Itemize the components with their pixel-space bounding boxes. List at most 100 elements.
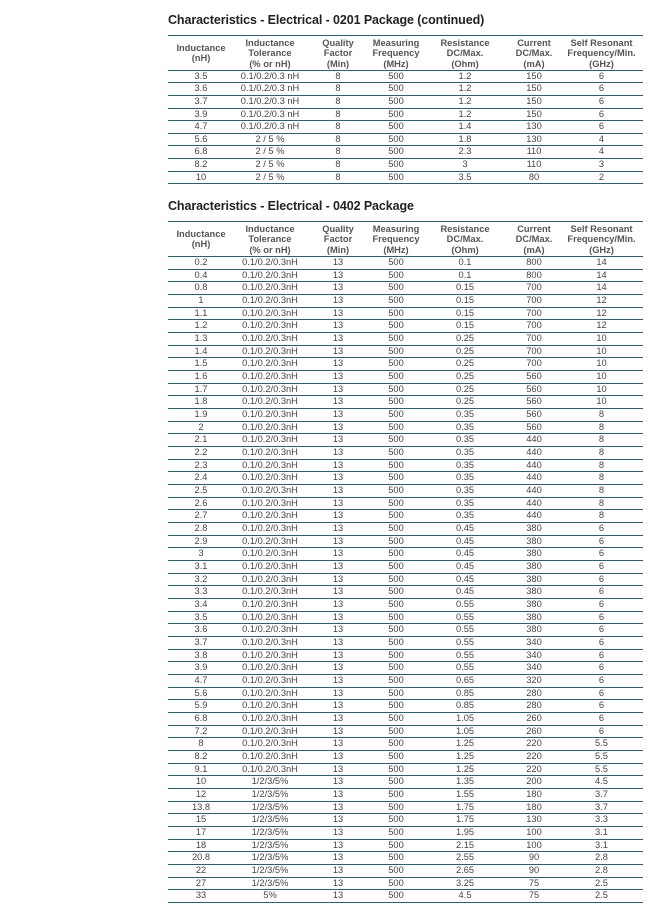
cell-tolerance: 0.1/0.2/0.3nH: [234, 256, 306, 270]
cell-quality-factor: 13: [306, 522, 370, 536]
cell-resistance: 0.55: [422, 636, 508, 650]
cell-measuring-frequency: 500: [370, 573, 422, 587]
table-row: 5.6 2 / 5 % 8 500 1.8 130 4: [168, 133, 643, 147]
cell-resistance: 0.65: [422, 674, 508, 688]
cell-inductance: 1.5: [168, 357, 234, 371]
cell-quality-factor: 13: [306, 864, 370, 878]
cell-current: 130: [508, 120, 560, 134]
cell-resistance: 0.35: [422, 471, 508, 485]
cell-self-resonant-frequency: 6: [560, 674, 643, 688]
cell-tolerance: 1/2/3/5%: [234, 864, 306, 878]
cell-current: 320: [508, 674, 560, 688]
cell-quality-factor: 13: [306, 585, 370, 600]
cell-self-resonant-frequency: 6: [560, 585, 643, 600]
cell-inductance: 33: [168, 889, 234, 904]
cell-inductance: 3.1: [168, 560, 234, 574]
cell-self-resonant-frequency: 6: [560, 699, 643, 714]
table-header-row: Inductance (nH) Inductance Tolerance (% or n…: [168, 35, 643, 71]
cell-current: 700: [508, 281, 560, 295]
cell-quality-factor: 13: [306, 813, 370, 828]
cell-inductance: 2.5: [168, 484, 234, 498]
cell-self-resonant-frequency: 8: [560, 433, 643, 447]
cell-self-resonant-frequency: 6: [560, 573, 643, 587]
cell-measuring-frequency: 500: [370, 509, 422, 523]
cell-tolerance: 0.1/0.2/0.3nH: [234, 750, 306, 764]
cell-self-resonant-frequency: 2.8: [560, 864, 643, 878]
column-header-measuring-frequency: Measuring Frequency (MHz): [370, 221, 422, 257]
cell-tolerance: 2 / 5 %: [234, 133, 306, 147]
cell-measuring-frequency: 500: [370, 826, 422, 840]
cell-current: 800: [508, 269, 560, 283]
table-row: 3 0.1/0.2/0.3nH 13 500 0.45 380 6: [168, 547, 643, 562]
cell-measuring-frequency: 500: [370, 281, 422, 295]
cell-resistance: 1.8: [422, 133, 508, 147]
cell-quality-factor: 8: [306, 70, 370, 84]
cell-tolerance: 0.1/0.2/0.3nH: [234, 370, 306, 384]
cell-tolerance: 0.1/0.2/0.3nH: [234, 509, 306, 523]
cell-measuring-frequency: 500: [370, 345, 422, 359]
cell-self-resonant-frequency: 8: [560, 471, 643, 485]
cell-quality-factor: 13: [306, 699, 370, 714]
cell-tolerance: 0.1/0.2/0.3nH: [234, 598, 306, 612]
cell-resistance: 1.75: [422, 801, 508, 815]
cell-resistance: 0.25: [422, 332, 508, 346]
cell-tolerance: 0.1/0.2/0.3nH: [234, 535, 306, 549]
cell-inductance: 17: [168, 826, 234, 840]
table-row: 1.3 0.1/0.2/0.3nH 13 500 0.25 700 10: [168, 332, 643, 346]
cell-measuring-frequency: 500: [370, 497, 422, 511]
cell-self-resonant-frequency: 8: [560, 459, 643, 473]
cell-measuring-frequency: 500: [370, 864, 422, 878]
table-row: 18 1/2/3/5% 13 500 2.15 100 3.1: [168, 839, 643, 853]
column-header-quality-factor: Quality Factor (Min): [306, 221, 370, 257]
cell-inductance: 2.2: [168, 446, 234, 460]
cell-resistance: 0.35: [422, 446, 508, 460]
cell-self-resonant-frequency: 10: [560, 383, 643, 397]
table-row: 1.6 0.1/0.2/0.3nH 13 500 0.25 560 10: [168, 370, 643, 384]
cell-self-resonant-frequency: 3.1: [560, 826, 643, 840]
cell-tolerance: 0.1/0.2/0.3nH: [234, 307, 306, 321]
cell-quality-factor: 13: [306, 307, 370, 321]
cell-quality-factor: 13: [306, 801, 370, 815]
cell-current: 560: [508, 395, 560, 409]
cell-measuring-frequency: 500: [370, 813, 422, 828]
cell-resistance: 0.85: [422, 699, 508, 714]
cell-measuring-frequency: 500: [370, 108, 422, 122]
cell-tolerance: 0.1/0.2/0.3nH: [234, 408, 306, 422]
table-row: 3.6 0.1/0.2/0.3nH 13 500 0.55 380 6: [168, 623, 643, 638]
cell-quality-factor: 13: [306, 446, 370, 460]
cell-current: 440: [508, 471, 560, 485]
cell-tolerance: 0.1/0.2/0.3nH: [234, 281, 306, 295]
cell-self-resonant-frequency: 8: [560, 484, 643, 498]
cell-self-resonant-frequency: 6: [560, 535, 643, 549]
cell-current: 280: [508, 699, 560, 714]
column-header-quality-factor: Quality Factor (Min): [306, 35, 370, 71]
table-row: 0.4 0.1/0.2/0.3nH 13 500 0.1 800 14: [168, 269, 643, 283]
cell-measuring-frequency: 500: [370, 307, 422, 321]
cell-inductance: 20.8: [168, 851, 234, 866]
cell-quality-factor: 8: [306, 82, 370, 97]
cell-inductance: 3.9: [168, 661, 234, 676]
cell-current: 180: [508, 801, 560, 815]
cell-self-resonant-frequency: 6: [560, 70, 643, 84]
cell-resistance: 1.55: [422, 788, 508, 802]
cell-tolerance: 1/2/3/5%: [234, 775, 306, 790]
cell-current: 130: [508, 133, 560, 147]
cell-quality-factor: 13: [306, 383, 370, 397]
cell-current: 380: [508, 522, 560, 536]
cell-tolerance: 0.1/0.2/0.3nH: [234, 345, 306, 359]
cell-self-resonant-frequency: 12: [560, 307, 643, 321]
cell-inductance: 5.9: [168, 699, 234, 714]
cell-self-resonant-frequency: 6: [560, 82, 643, 97]
cell-self-resonant-frequency: 6: [560, 661, 643, 676]
cell-quality-factor: 13: [306, 763, 370, 777]
cell-measuring-frequency: 500: [370, 256, 422, 270]
table-row: 3.3 0.1/0.2/0.3nH 13 500 0.45 380 6: [168, 585, 643, 600]
cell-resistance: 0.35: [422, 421, 508, 435]
cell-current: 440: [508, 433, 560, 447]
cell-quality-factor: 8: [306, 120, 370, 134]
cell-measuring-frequency: 500: [370, 598, 422, 612]
cell-self-resonant-frequency: 5.5: [560, 737, 643, 752]
table-row: 4.7 0.1/0.2/0.3 nH 8 500 1.4 130 6: [168, 120, 643, 134]
section-title-0402: Characteristics - Electrical - 0402 Pack…: [168, 199, 414, 213]
cell-measuring-frequency: 500: [370, 319, 422, 333]
